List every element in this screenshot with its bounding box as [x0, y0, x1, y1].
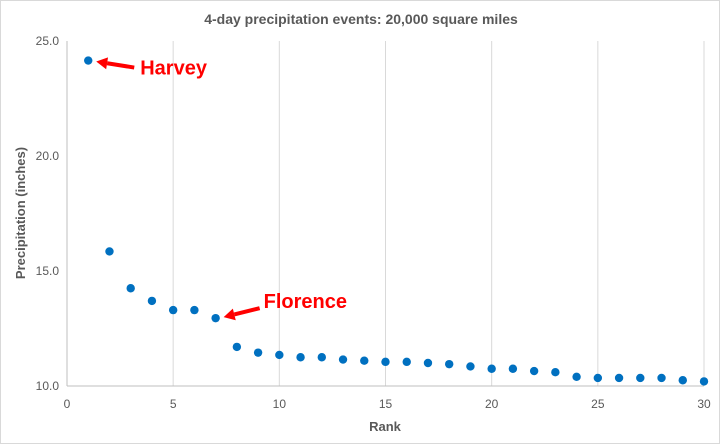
y-axis-title: Precipitation (inches)	[13, 147, 28, 279]
annotation-label: Harvey	[140, 58, 208, 80]
data-point	[190, 305, 199, 315]
data-point	[402, 357, 411, 367]
y-tick-label: 15.0	[36, 264, 60, 278]
data-point	[614, 373, 624, 383]
data-point	[317, 353, 326, 362]
annotation-arrow-shaft	[233, 306, 261, 317]
data-point	[636, 373, 645, 383]
data-point	[445, 359, 454, 369]
data-point	[211, 313, 220, 323]
tick-labels: 0 5 10 15 20 25 30 10.0 15.0 20.0 25.0	[36, 34, 711, 411]
x-tick-label: 0	[64, 397, 71, 411]
data-point	[466, 362, 475, 371]
annotation-arrow-head	[223, 308, 236, 321]
data-point	[296, 353, 305, 362]
axis-layer	[66, 41, 704, 387]
data-point	[253, 348, 263, 357]
x-tick-label: 20	[485, 397, 499, 411]
data-point	[275, 350, 284, 360]
data-point	[657, 373, 666, 383]
grid-layer	[172, 41, 705, 386]
data-point	[360, 356, 369, 365]
data-point	[487, 364, 496, 373]
x-tick-label: 5	[170, 397, 177, 411]
data-point	[105, 247, 114, 256]
data-point	[508, 364, 518, 373]
x-tick-label: 15	[379, 397, 393, 411]
data-point	[551, 368, 560, 377]
x-tick-label: 30	[697, 397, 711, 411]
y-tick-label: 10.0	[36, 379, 60, 393]
data-point	[147, 296, 157, 306]
data-point	[699, 377, 709, 386]
data-point	[423, 358, 433, 368]
data-point	[572, 372, 581, 381]
data-points	[84, 56, 709, 386]
data-point	[678, 376, 687, 385]
annotation-label: Florence	[264, 291, 347, 313]
data-point	[126, 284, 135, 293]
y-tick-label: 20.0	[36, 149, 60, 163]
data-point	[593, 373, 603, 383]
x-axis-title: Rank	[369, 419, 402, 434]
data-point	[232, 342, 242, 352]
y-tick-label: 25.0	[36, 34, 60, 48]
annotations: Harvey Florence	[96, 57, 347, 321]
data-point	[84, 56, 93, 65]
chart-title: 4-day precipitation events: 20,000 squar…	[204, 11, 518, 27]
data-point	[381, 357, 390, 367]
data-point	[338, 355, 348, 364]
annotation-arrow-head	[96, 57, 109, 70]
data-point	[168, 305, 178, 315]
x-tick-label: 25	[591, 397, 605, 411]
annotation-arrow-shaft	[106, 61, 135, 70]
x-tick-label: 10	[273, 397, 287, 411]
data-point	[529, 366, 539, 376]
